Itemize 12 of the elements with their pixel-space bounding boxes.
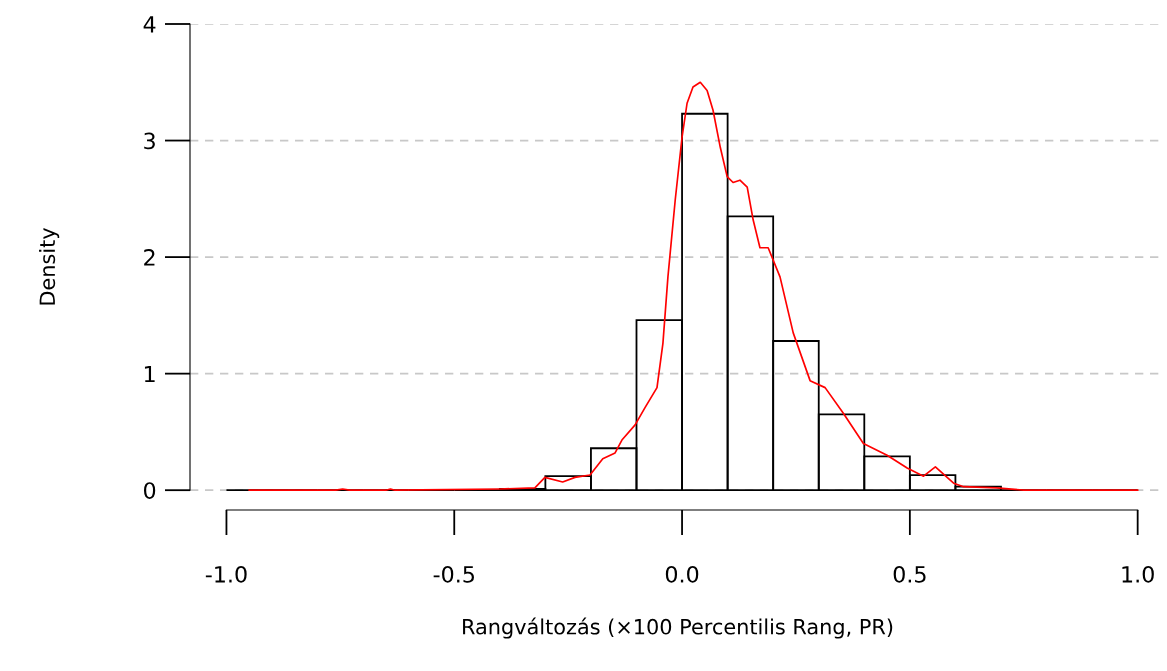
y-tick-label: 1 bbox=[144, 365, 155, 383]
y-axis-title: Density bbox=[39, 228, 60, 305]
x-tick-label: 0.0 bbox=[665, 565, 699, 583]
x-tick-label: 0.5 bbox=[893, 565, 926, 583]
x-tick-label: -1.0 bbox=[205, 565, 247, 583]
x-axis-title: Rangváltozás (×100 Percentilis Rang, PR) bbox=[463, 617, 893, 639]
y-tick-label: 0 bbox=[143, 482, 156, 499]
x-tick-label: 1.0 bbox=[1122, 565, 1154, 583]
y-tick-label: 2 bbox=[144, 249, 155, 266]
y-tick-label: 3 bbox=[144, 132, 155, 150]
y-tick-label: 4 bbox=[143, 16, 156, 33]
x-tick-label: -0.5 bbox=[433, 565, 474, 583]
